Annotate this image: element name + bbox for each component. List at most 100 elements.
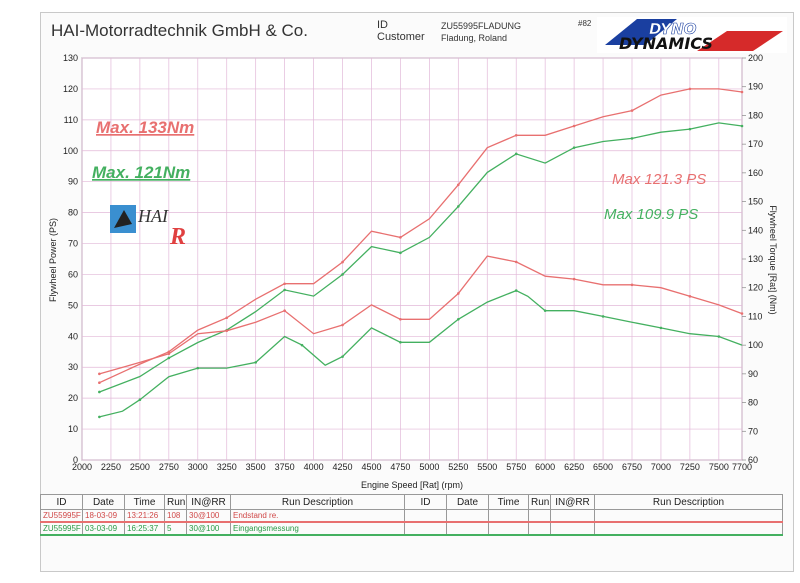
y-right-tick-label: 150 [748,197,763,207]
col-description-2: Run Description [594,494,783,510]
y-axis-left-label: Flywheel Power (PS) [48,218,58,302]
data-point [457,183,460,187]
col-date-2: Date [446,494,489,510]
data-point [167,350,171,354]
col-time: Time [124,494,165,510]
data-point [572,124,576,128]
data-point [688,87,692,91]
y-left-tick-label: 0 [73,455,78,465]
y-right-tick-label: 200 [748,53,763,63]
hai-logo-r: R [169,224,186,250]
series-line [99,255,743,375]
series-line [99,122,743,393]
data-point [341,323,344,327]
data-point [688,127,692,131]
x-tick-label: 5500 [477,462,497,472]
table-row[interactable]: ZU55995F 03-03-09 16:25:37 5 30@100 Eing… [40,521,783,536]
col-run-2: Run [528,494,551,510]
y-left-tick-label: 20 [68,393,78,403]
id-label: ID [377,19,388,31]
y-left-tick-label: 40 [68,331,78,341]
run-inrr: 30@100 [186,521,231,536]
data-point [543,309,547,312]
table-row[interactable]: ZU55995F 18-03-09 13:21:26 108 30@100 En… [40,509,783,523]
run-inrr: 30@100 [186,509,231,523]
y-left-tick-label: 130 [63,53,78,63]
data-point [740,312,744,315]
data-point [514,152,518,156]
data-point [630,137,634,140]
x-tick-label: 4750 [390,462,410,472]
series-line [99,88,743,384]
y-right-tick-label: 160 [748,168,763,178]
y-right-tick-label: 170 [748,139,763,149]
data-point [254,361,257,364]
company-name: HAI-Motorradtechnik GmbH & Co. [51,21,308,40]
y-left-tick-label: 50 [68,300,78,310]
y-right-tick-label: 100 [748,340,763,350]
y-right-tick-label: 120 [748,283,763,293]
data-point [659,326,663,330]
data-point [740,124,744,128]
run-id: ZU55995F [40,509,83,523]
x-tick-label: 5250 [448,462,468,472]
max-power-green-label: Max 109.9 PS [604,206,698,223]
data-point [717,335,721,338]
y-left-tick-label: 80 [68,208,78,218]
logo-text-top: DYNO [649,20,697,38]
y-right-tick-label: 180 [748,110,763,120]
col-date: Date [82,494,125,510]
hai-logo: HAI R [110,205,186,250]
y-left-tick-label: 90 [68,177,78,187]
sheet-header: HAI-Motorradtechnik GmbH & Co. ID Custom… [41,13,793,53]
x-tick-label: 4250 [333,462,353,472]
data-point [98,381,101,384]
data-point [98,390,101,394]
y-left-tick-label: 60 [68,269,78,279]
data-point [138,398,142,402]
x-tick-label: 7250 [680,462,700,472]
run-number-cell: 108 [164,509,187,523]
customer-label: Customer [377,31,425,43]
x-tick-label: 4500 [361,462,381,472]
x-tick-label: 6500 [593,462,613,472]
x-tick-label: 3000 [188,462,208,472]
y-right-tick-label: 90 [748,369,758,379]
y-left-tick-label: 10 [68,424,78,434]
axes: 2000 2250 2500 2750 3000 3250 3500 3750 4000 4250… [63,53,763,472]
data-point [98,372,101,376]
run-id: ZU55995F [40,521,83,536]
run-date: 18-03-09 [82,509,125,523]
run-time: 13:21:26 [124,509,165,523]
max-torque-red-label: Max. 133Nm [96,118,194,137]
logo-text-bottom: DYNAMICS [619,34,713,53]
data-point [457,318,460,321]
x-tick-label: 6250 [564,462,584,472]
data-point [630,283,634,287]
run-date: 03-03-09 [82,521,125,536]
y-left-tick-label: 100 [63,146,78,156]
y-right-tick-label: 80 [748,398,758,408]
max-torque-green-label: Max. 121Nm [92,163,190,182]
x-tick-label: 6000 [535,462,555,472]
data-point [514,289,518,292]
x-tick-label: 3750 [275,462,295,472]
col-inrr-2: IN@RR [550,494,595,510]
y-right-tick-label: 140 [748,225,763,235]
data-point [740,90,744,94]
data-point [167,352,171,356]
run-table: ID Date Time Run IN@RR Run Description I… [40,494,783,536]
data-point [300,343,304,347]
data-point [225,329,229,333]
run-description: Endstand re. [230,509,405,523]
y-axis-right-label: Flywheel Torque [Rat] (Nm) [768,205,778,314]
run-description: Eingangsmessung [230,521,405,536]
data-point [514,260,518,264]
data-point [457,292,460,295]
data-point [283,309,286,312]
x-tick-label: 2750 [159,462,179,472]
y-right-tick-label: 130 [748,254,763,264]
data-point [225,316,229,320]
data-point [341,355,344,358]
